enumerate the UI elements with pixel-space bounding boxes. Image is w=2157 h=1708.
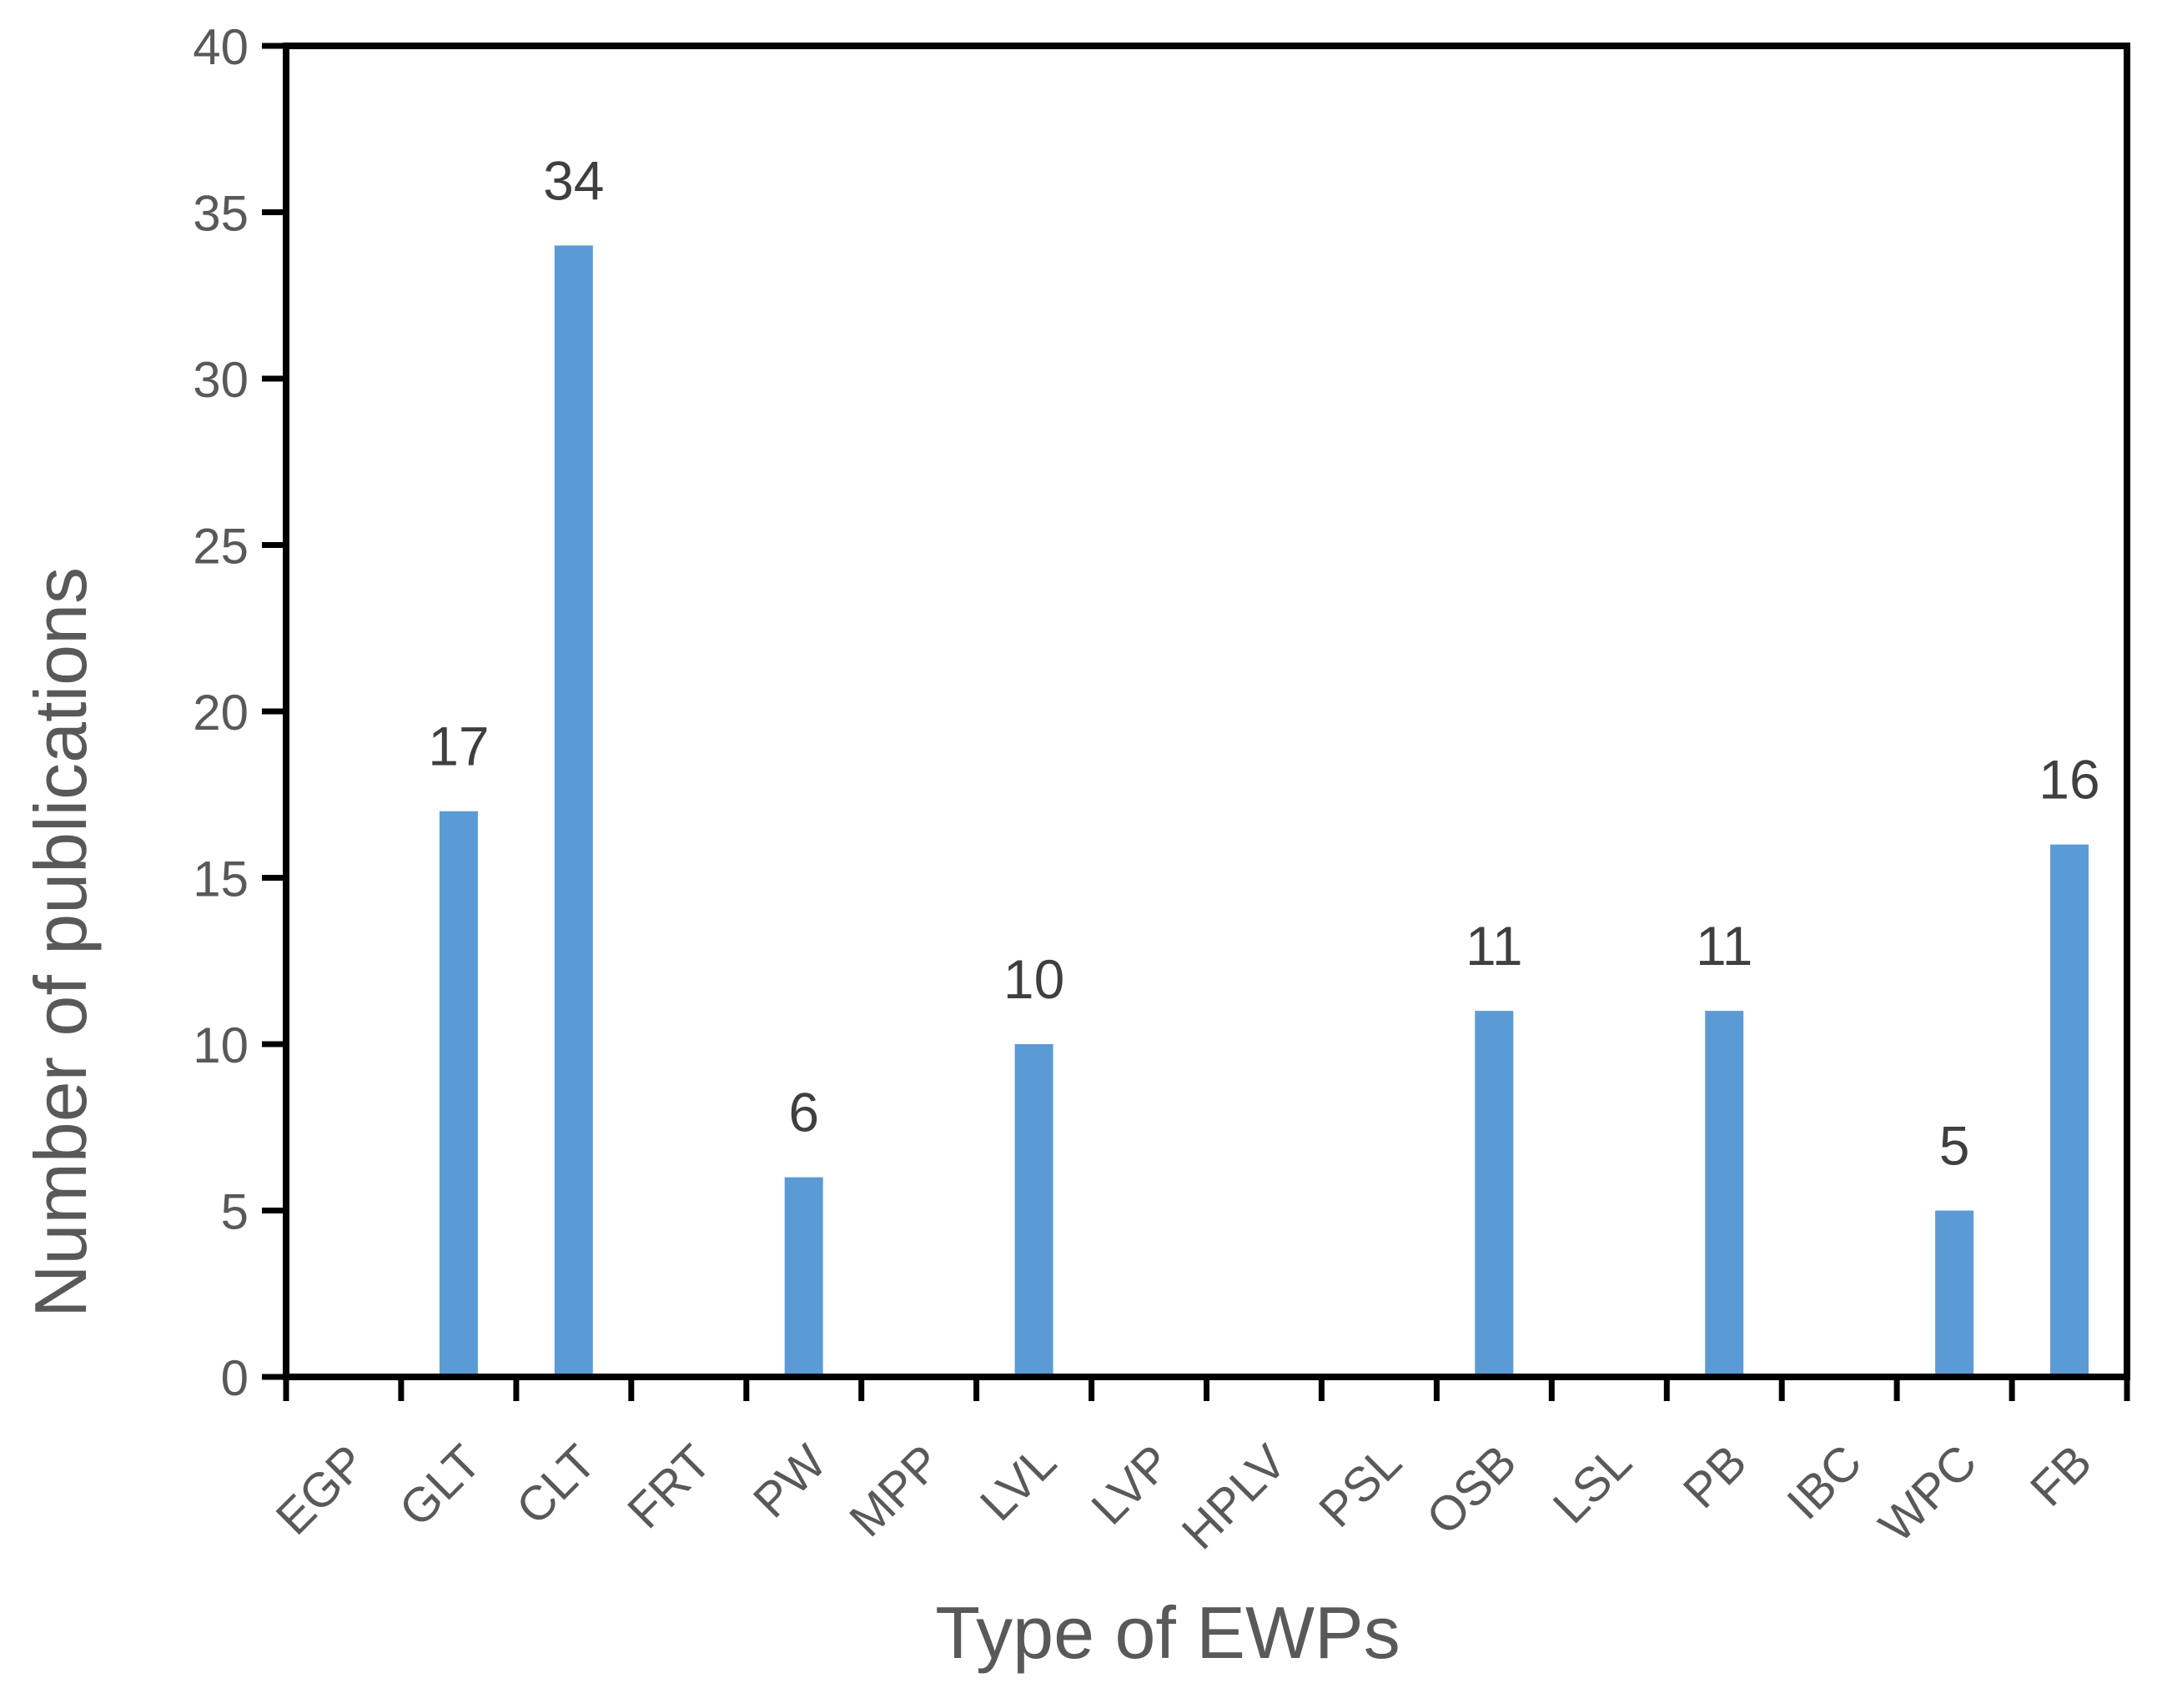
bar-value-label: 11	[1466, 915, 1523, 977]
axes-layer: 0 5 10 15 20 25 30 35 40 EGP GLT CLT FRT PW MPP LVL LVPH…	[193, 19, 2130, 1560]
bar	[554, 245, 593, 1377]
y-axis-title: Number of publications	[19, 567, 102, 1318]
bar	[1705, 1011, 1744, 1377]
plot-border	[283, 43, 2130, 1380]
y-axis-tick-label: 20	[193, 685, 249, 741]
y-axis-tick-label: 10	[193, 1017, 249, 1073]
y-axis-tick-label: 35	[193, 186, 249, 242]
x-axis-title: Type of EWPs	[935, 1591, 1400, 1674]
y-axis-tick-label: 40	[193, 19, 249, 75]
x-category-label: HPLV	[1172, 1434, 1297, 1560]
bar-value-label: 17	[428, 716, 489, 777]
x-category-label: PW	[743, 1434, 837, 1528]
bar-value-label: 6	[788, 1082, 819, 1143]
y-axis-tick-label: 15	[193, 851, 249, 907]
y-axis-tick-label: 25	[193, 519, 249, 575]
bar	[439, 811, 478, 1377]
bar-value-label: 11	[1696, 915, 1753, 977]
x-category-label: EGP	[266, 1434, 377, 1545]
bar-value-label: 16	[2039, 749, 2099, 811]
bar	[1014, 1044, 1053, 1377]
x-category-label: PSL	[1309, 1434, 1411, 1537]
x-category-label: PB	[1673, 1434, 1757, 1519]
x-category-label: FB	[2020, 1434, 2102, 1516]
x-category-label: WPC	[1869, 1434, 1988, 1553]
x-category-label: LVL	[970, 1434, 1067, 1531]
y-axis-tick-label: 5	[221, 1184, 249, 1240]
bar	[1475, 1011, 1514, 1377]
x-category-label: FRT	[617, 1434, 722, 1539]
bar-value-label: 5	[1939, 1115, 1970, 1177]
x-category-label: LSL	[1543, 1434, 1642, 1534]
x-category-label: CLT	[506, 1434, 606, 1535]
y-axis-tick-label: 30	[193, 352, 249, 408]
bars-layer: 17 34 6 10 11 11 5 16	[428, 149, 2100, 1377]
y-axis-tick-label: 0	[221, 1350, 249, 1406]
bar	[784, 1177, 823, 1377]
bar	[2050, 844, 2089, 1377]
x-category-label: OSB	[1416, 1434, 1527, 1545]
x-category-label: MPP	[839, 1434, 952, 1547]
bar	[1935, 1210, 1974, 1377]
x-category-label: GLT	[389, 1434, 491, 1537]
bar-value-label: 34	[543, 149, 604, 211]
x-category-label: IBC	[1777, 1434, 1872, 1530]
bar-value-label: 10	[1003, 948, 1064, 1010]
x-category-label: LVP	[1081, 1434, 1181, 1535]
